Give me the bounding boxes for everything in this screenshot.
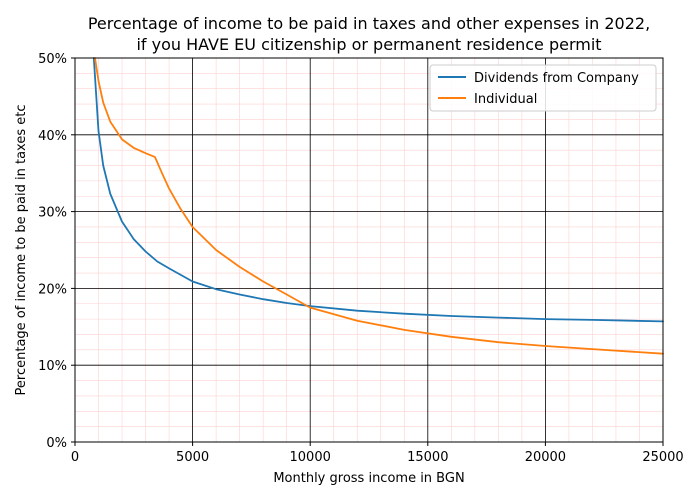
x-tick-label: 25000 [642, 450, 683, 465]
legend: Dividends from Company Individual [429, 64, 657, 112]
x-tick-label: 5000 [176, 450, 209, 465]
x-tick-label: 10000 [290, 450, 331, 465]
legend-box [429, 64, 657, 112]
x-axis-label: Monthly gross income in BGN [273, 471, 464, 486]
y-tick-label: 0% [46, 436, 67, 451]
series-line-dividends [92, 57, 664, 323]
y-tick-label: 10% [38, 359, 67, 374]
series-layer [92, 57, 664, 355]
x-tick-label: 15000 [407, 450, 448, 465]
y-tick-label: 30% [38, 206, 67, 221]
y-tick-label: 50% [38, 52, 67, 67]
major-grid [75, 58, 663, 442]
y-axis: 0% 10% 20% 30% 40% 50% [38, 52, 75, 451]
x-tick-label: 0 [71, 450, 79, 465]
chart-subtitle: if you HAVE EU citizenship or permanent … [136, 35, 601, 54]
plot-frame [74, 57, 664, 443]
legend-label-dividends: Dividends from Company [474, 71, 639, 86]
minor-grid [75, 58, 663, 442]
y-tick-label: 20% [38, 282, 67, 297]
y-axis-label: Percentage of income to be paid in taxes… [14, 105, 29, 396]
series-line-individual [94, 57, 664, 355]
legend-label-individual: Individual [474, 92, 537, 107]
x-axis: 0 5000 10000 15000 20000 25000 [71, 442, 684, 465]
chart-title: Percentage of income to be paid in taxes… [88, 14, 650, 33]
y-tick-label: 40% [38, 129, 67, 144]
x-tick-label: 20000 [525, 450, 566, 465]
